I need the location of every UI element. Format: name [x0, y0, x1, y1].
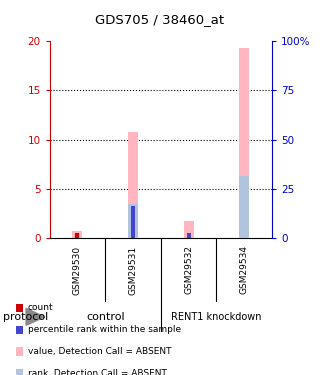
Bar: [128, 132, 138, 238]
Text: GSM29534: GSM29534: [240, 246, 249, 294]
Polygon shape: [26, 308, 45, 325]
Text: GSM29531: GSM29531: [129, 246, 138, 295]
Bar: [239, 48, 249, 238]
Bar: [184, 221, 194, 238]
Text: protocol: protocol: [3, 312, 48, 322]
Text: percentile rank within the sample: percentile rank within the sample: [28, 325, 181, 334]
Bar: [239, 176, 249, 238]
Text: rank, Detection Call = ABSENT: rank, Detection Call = ABSENT: [28, 369, 167, 375]
Bar: [128, 204, 138, 238]
Text: RENT1 knockdown: RENT1 knockdown: [171, 312, 262, 322]
Text: count: count: [28, 303, 53, 312]
Bar: [76, 233, 79, 238]
Bar: [131, 206, 135, 238]
Text: GDS705 / 38460_at: GDS705 / 38460_at: [95, 13, 225, 26]
Text: GSM29530: GSM29530: [73, 246, 82, 295]
Text: GSM29532: GSM29532: [184, 246, 193, 294]
Bar: [187, 233, 190, 238]
Text: control: control: [86, 312, 124, 322]
Bar: [72, 231, 83, 238]
Text: value, Detection Call = ABSENT: value, Detection Call = ABSENT: [28, 347, 171, 356]
